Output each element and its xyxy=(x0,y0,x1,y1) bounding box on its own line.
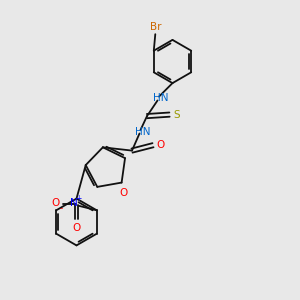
Text: +: + xyxy=(76,194,82,203)
Text: HN: HN xyxy=(153,93,169,103)
Text: N: N xyxy=(70,198,77,208)
Text: O: O xyxy=(51,198,59,208)
Text: O: O xyxy=(119,188,127,198)
Text: HN: HN xyxy=(135,127,151,137)
Text: O: O xyxy=(73,223,81,232)
Text: S: S xyxy=(173,110,180,120)
Text: Br: Br xyxy=(149,22,161,32)
Text: O: O xyxy=(157,140,165,150)
Text: -: - xyxy=(59,204,62,213)
